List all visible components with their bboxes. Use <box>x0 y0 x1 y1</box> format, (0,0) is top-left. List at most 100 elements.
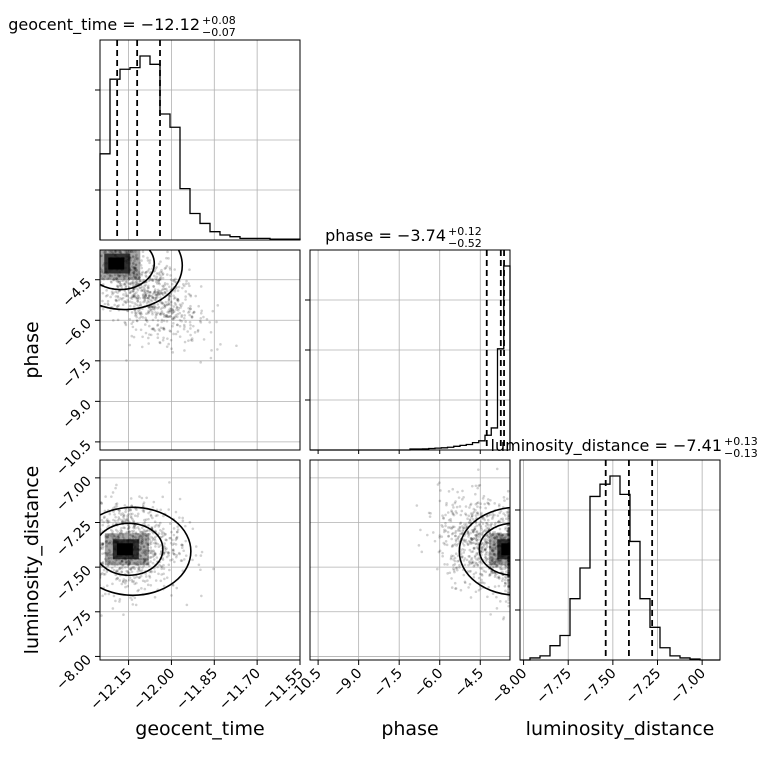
scatter-point <box>146 256 149 260</box>
scatter-point <box>134 277 137 280</box>
scatter-point <box>144 518 148 521</box>
scatter-point <box>134 263 138 267</box>
scatter-point <box>81 256 84 259</box>
scatter-point <box>136 294 140 297</box>
scatter-point <box>108 553 112 557</box>
scatter-point <box>147 297 151 300</box>
scatter-point <box>495 560 498 564</box>
scatter-point <box>472 541 475 545</box>
xlabel-phase: phase <box>381 718 438 740</box>
scatter-point <box>495 557 498 561</box>
scatter-point <box>505 570 508 573</box>
scatter-point <box>156 542 160 546</box>
scatter-point <box>183 558 186 561</box>
scatter-point <box>507 529 510 532</box>
scatter-point <box>151 561 155 565</box>
scatter-point <box>219 343 222 346</box>
scatter-point <box>173 289 177 293</box>
scatter-point <box>185 603 189 607</box>
scatter-point <box>121 579 125 583</box>
scatter-point <box>100 270 104 274</box>
scatter-point <box>173 560 176 564</box>
scatter-point <box>129 512 132 516</box>
scatter-point <box>487 551 491 555</box>
scatter-point <box>97 515 100 518</box>
scatter-point <box>60 250 63 253</box>
scatter-point <box>475 551 479 555</box>
scatter-point <box>153 308 156 311</box>
scatter-point <box>172 542 176 545</box>
scatter-point <box>175 536 178 540</box>
scatter-point <box>158 293 162 296</box>
scatter-point <box>132 519 135 523</box>
scatter-point <box>471 550 475 553</box>
panel-frame <box>99 39 301 241</box>
scatter-point <box>146 583 150 587</box>
x-tick-label-luminosity_distance-2: −7.50 <box>578 666 620 708</box>
scatter-point <box>159 508 163 512</box>
scatter-point <box>489 525 493 528</box>
scatter-point <box>507 566 510 570</box>
scatter-point <box>81 546 84 549</box>
scatter-point <box>156 319 160 322</box>
scatter-point <box>474 571 478 574</box>
scatter-point <box>139 562 143 566</box>
scatter-point <box>491 592 495 595</box>
scatter-point <box>92 576 95 579</box>
scatter-point <box>506 523 509 527</box>
scatter-point <box>472 510 476 514</box>
scatter-point <box>507 563 510 567</box>
scatter-point <box>507 527 510 531</box>
scatter-point <box>167 302 171 306</box>
scatter-point <box>115 483 118 487</box>
scatter-point <box>111 582 114 586</box>
scatter-point <box>489 539 492 543</box>
scatter-point <box>169 315 172 318</box>
scatter-point <box>160 565 164 569</box>
scatter-point <box>172 305 176 308</box>
scatter-point <box>437 550 441 554</box>
scatter-point <box>507 585 510 589</box>
scatter-point <box>507 529 510 532</box>
scatter-point <box>101 542 104 545</box>
scatter-point <box>507 571 510 575</box>
scatter-point <box>148 541 152 545</box>
scatter-point <box>501 533 504 537</box>
scatter-point <box>454 587 458 590</box>
scatter-point <box>173 301 177 305</box>
scatter-point <box>180 543 183 547</box>
scatter-point <box>127 276 131 280</box>
scatter-point <box>113 250 117 253</box>
scatter-point <box>471 530 475 534</box>
scatter-point <box>127 530 131 534</box>
scatter-point <box>115 276 118 280</box>
scatter-point <box>138 495 141 498</box>
scatter-point <box>484 570 488 574</box>
scatter-point <box>178 516 181 519</box>
scatter-point <box>438 536 441 539</box>
scatter-point <box>163 546 167 549</box>
scatter-point <box>164 292 167 295</box>
scatter-point <box>189 307 192 311</box>
scatter-point <box>450 532 454 536</box>
scatter-point <box>491 549 494 552</box>
scatter-point <box>150 570 153 574</box>
scatter-points <box>81 481 215 617</box>
scatter-point <box>499 565 502 568</box>
scatter-point <box>153 538 157 542</box>
scatter-point <box>124 531 128 535</box>
scatter-point <box>143 296 146 300</box>
scatter-point <box>109 309 112 313</box>
scatter-point <box>481 542 485 545</box>
scatter-point <box>463 563 467 567</box>
scatter-point <box>192 310 196 314</box>
scatter-point <box>468 570 471 573</box>
scatter-point <box>123 519 126 523</box>
scatter-point <box>164 314 167 318</box>
scatter-point <box>135 303 138 306</box>
scatter-point <box>133 567 136 571</box>
scatter-point <box>181 569 185 573</box>
scatter-point <box>151 295 155 299</box>
scatter-point <box>494 559 498 562</box>
scatter-point <box>181 544 184 547</box>
